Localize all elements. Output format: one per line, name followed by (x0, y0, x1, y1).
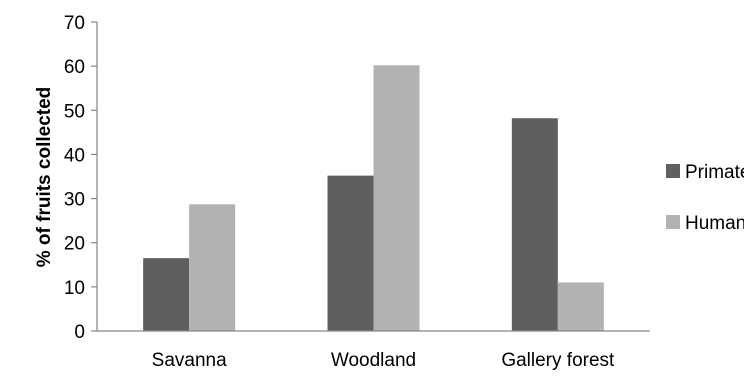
x-category-label: Gallery forest (501, 350, 615, 371)
bar-humans-woodland (373, 65, 420, 331)
legend-label-primates: Primates (685, 162, 744, 183)
x-category-label: Savanna (152, 350, 227, 371)
bar-primates-woodland (327, 175, 374, 331)
bar-primates-gallery-forest (511, 118, 558, 331)
legend-label-humans: Humans (685, 213, 744, 234)
y-tick-label: 40 (64, 145, 85, 166)
y-tick-label: 10 (64, 278, 85, 299)
bar-humans-gallery-forest (557, 282, 604, 331)
y-axis-title: % of fruits collected (34, 87, 55, 268)
y-tick-label: 50 (64, 101, 85, 122)
bar-primates-savanna (143, 258, 190, 331)
legend-swatch-humans (666, 215, 680, 229)
y-tick-label: 70 (64, 13, 85, 34)
y-tick-label: 30 (64, 190, 85, 211)
y-tick-label: 20 (64, 234, 85, 255)
y-axis-ticks: 0 10 20 30 40 50 60 70 (64, 13, 97, 343)
legend: Primates Humans (666, 162, 744, 234)
bars (143, 65, 604, 331)
x-category-label: Woodland (331, 350, 416, 371)
y-tick-label: 0 (74, 322, 85, 343)
y-tick-label: 60 (64, 57, 85, 78)
x-axis-labels: Savanna Woodland Gallery forest (152, 350, 615, 371)
bar-humans-savanna (189, 204, 236, 331)
legend-swatch-primates (666, 164, 680, 178)
